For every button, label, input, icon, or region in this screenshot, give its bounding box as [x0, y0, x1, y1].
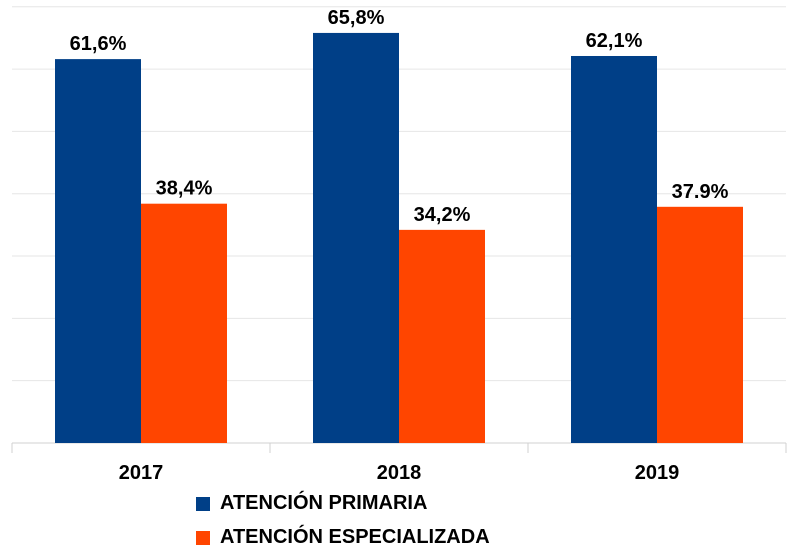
- bar-primaria-2019: [571, 55, 657, 444]
- data-label-especializada-2019: 37.9%: [672, 181, 729, 203]
- data-label-especializada-2017: 38,4%: [156, 178, 213, 200]
- data-label-primaria-2018: 65,8%: [328, 7, 385, 29]
- legend-swatch-especializada: [196, 530, 210, 545]
- legend-item-especializada: ATENCIÓN ESPECIALIZADA: [196, 526, 490, 549]
- bar-primaria-2018: [313, 32, 399, 444]
- x-tick-label-2019: 2019: [635, 462, 680, 484]
- x-tick-label-2017: 2017: [119, 462, 164, 484]
- bar-especializada-2018: [399, 229, 485, 443]
- data-label-especializada-2018: 34,2%: [414, 204, 471, 226]
- legend-item-primaria: ATENCIÓN PRIMARIA: [196, 492, 427, 515]
- bar-especializada-2019: [657, 206, 743, 443]
- legend-label-primaria: ATENCIÓN PRIMARIA: [220, 492, 428, 514]
- bar-especializada-2017: [141, 203, 227, 443]
- x-tick-label-2018: 2018: [377, 462, 422, 484]
- data-label-primaria-2017: 61,6%: [70, 33, 127, 55]
- data-label-primaria-2019: 62,1%: [586, 30, 643, 52]
- legend-label-especializada: ATENCIÓN ESPECIALIZADA: [220, 526, 490, 548]
- bar-primaria-2017: [55, 59, 141, 444]
- legend-swatch-primaria: [196, 496, 210, 511]
